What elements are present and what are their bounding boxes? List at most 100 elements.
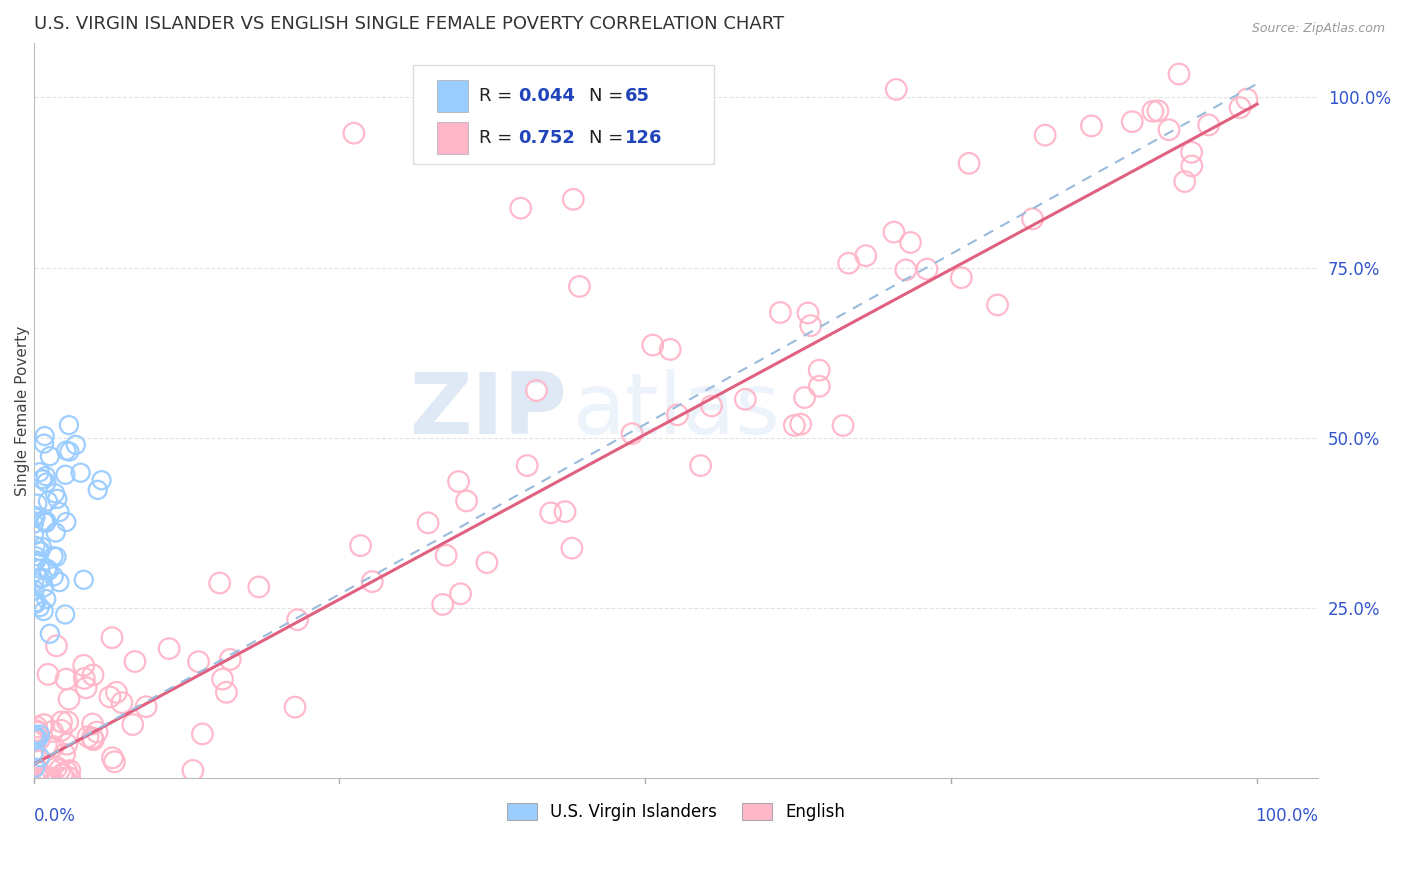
Text: 126: 126 [624, 129, 662, 147]
Point [51, 767, 73, 781]
Point [42, 739, 65, 754]
Point [39, 771, 62, 785]
Point [1174, 175, 1197, 189]
Point [31, 540, 53, 554]
Point [28, 732, 51, 747]
Point [24, 508, 46, 523]
Point [789, 417, 811, 432]
Point [1236, 92, 1258, 106]
Point [56, 714, 79, 729]
Y-axis label: Single Female Poverty: Single Female Poverty [15, 326, 30, 496]
Point [416, 516, 439, 530]
Point [35, 771, 58, 785]
Point [82, 717, 104, 731]
Point [24, 723, 46, 738]
Point [51, 714, 73, 729]
Point [53, 607, 76, 622]
Point [73, 672, 96, 686]
Point [24, 761, 46, 775]
Point [284, 700, 307, 714]
Point [69, 466, 91, 480]
Point [808, 363, 831, 377]
Point [27, 497, 49, 511]
Point [343, 126, 366, 140]
Point [700, 399, 723, 413]
Point [181, 764, 204, 778]
Point [208, 576, 231, 591]
Text: 100.0%: 100.0% [1256, 807, 1319, 825]
Point [1147, 103, 1170, 118]
Point [45, 525, 67, 540]
Legend: U.S. Virgin Islanders, English: U.S. Virgin Islanders, English [506, 803, 845, 822]
Point [1229, 101, 1251, 115]
Point [34, 771, 56, 785]
Point [82, 668, 104, 682]
Point [447, 475, 470, 489]
Point [30, 544, 52, 558]
Point [1168, 67, 1191, 81]
Point [103, 755, 125, 769]
Point [105, 685, 128, 699]
Point [456, 494, 478, 508]
Point [27, 764, 49, 778]
Point [75, 681, 97, 695]
Point [35, 475, 58, 490]
Point [1181, 145, 1204, 160]
Point [32, 436, 55, 450]
Point [986, 298, 1008, 312]
Point [1121, 114, 1143, 128]
Point [950, 270, 973, 285]
Point [659, 343, 682, 357]
Point [101, 631, 124, 645]
Point [187, 655, 209, 669]
Point [838, 256, 860, 270]
Point [450, 587, 472, 601]
Point [793, 391, 815, 405]
Point [641, 338, 664, 352]
Point [24, 510, 46, 524]
Point [24, 553, 46, 567]
Text: atlas: atlas [574, 369, 782, 452]
Point [24, 734, 46, 748]
Point [101, 751, 124, 765]
Point [55, 467, 77, 482]
Point [55, 737, 77, 751]
Point [22, 771, 45, 785]
Point [45, 639, 67, 653]
Point [82, 732, 104, 747]
Point [32, 580, 55, 594]
Point [37, 667, 59, 681]
Point [434, 549, 457, 563]
Point [475, 556, 498, 570]
Point [41, 724, 63, 739]
Point [855, 249, 877, 263]
Point [35, 469, 58, 483]
Point [884, 82, 907, 96]
Point [27, 771, 49, 785]
Point [157, 641, 180, 656]
Point [808, 379, 831, 393]
Point [28, 465, 51, 479]
Point [30, 562, 52, 576]
Point [44, 486, 66, 500]
Point [24, 583, 46, 598]
Point [48, 505, 70, 519]
Point [38, 771, 60, 785]
Point [35, 592, 58, 607]
Point [509, 201, 531, 215]
Point [32, 717, 55, 731]
FancyBboxPatch shape [437, 122, 468, 154]
Point [562, 192, 585, 206]
Point [22, 528, 45, 542]
Point [42, 549, 65, 564]
Point [516, 458, 538, 473]
Text: 65: 65 [624, 87, 650, 105]
Point [1157, 122, 1180, 136]
Point [98, 690, 121, 704]
Text: 0.0%: 0.0% [34, 807, 76, 825]
Point [37, 494, 59, 508]
Point [27, 763, 49, 777]
Point [39, 741, 62, 756]
Point [45, 760, 67, 774]
Point [58, 692, 80, 706]
